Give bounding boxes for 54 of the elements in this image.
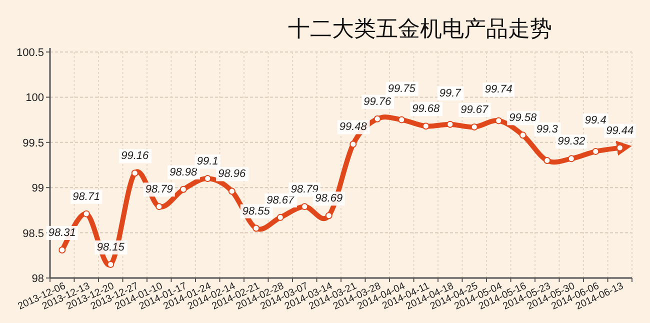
point [592,148,600,155]
point [276,214,284,221]
point [470,124,478,131]
point [156,203,163,210]
point [228,188,236,195]
y-tick-label: 100.5 [16,47,44,59]
data-label: 99.58 [509,112,538,124]
y-tick-label: 98 [32,273,44,285]
point [252,224,260,232]
data-label: 99.44 [606,124,634,137]
data-label: 99.1 [196,156,218,168]
data-label: 99.74 [484,84,512,96]
point [374,115,381,122]
point [544,156,551,164]
data-label: 99.75 [388,82,416,95]
data-label: 99.16 [121,150,150,162]
data-label: 99.67 [460,104,490,116]
data-label: 98.79 [145,184,173,196]
point [301,203,308,210]
data-label: 98.69 [315,192,343,205]
data-label: 98.71 [72,190,100,203]
point [568,155,575,162]
chart-title: 十二大类五金机电产品走势 [288,16,552,41]
data-label: 98.31 [48,226,76,239]
y-tick-label: 100 [26,92,44,104]
point [204,175,212,182]
point [107,260,114,268]
data-label: 99.7 [439,87,462,100]
data-label: 98.96 [218,168,247,180]
data-label: 99.68 [412,103,441,116]
data-label: 99.48 [339,121,368,134]
point [325,212,332,220]
data-label: 99.32 [558,136,586,148]
point [180,186,187,193]
data-label: 99.4 [584,114,606,126]
point [82,210,90,218]
point [495,117,502,124]
point [446,120,454,128]
data-label: 99.76 [364,96,392,108]
point [58,246,66,254]
point [519,132,526,139]
data-label: 98.67 [266,194,296,206]
data-label: 99.3 [536,123,559,136]
data-label: 98.15 [96,241,126,254]
data-label: 98.55 [242,205,271,218]
point [131,170,138,177]
point [350,140,357,148]
y-tick-label: 99.5 [22,137,44,150]
data-label: 98.98 [170,166,198,178]
y-tick-label: 99 [32,182,44,195]
point [422,122,430,130]
point [616,144,624,152]
y-tick-label: 98.5 [22,228,44,240]
point [398,116,406,124]
